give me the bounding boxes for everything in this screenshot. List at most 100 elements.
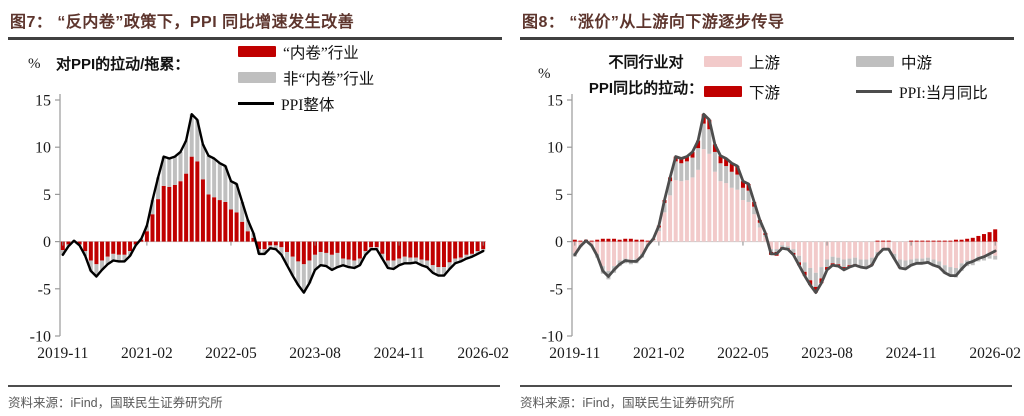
bar-segment: [668, 181, 673, 196]
bar-segment: [841, 241, 846, 260]
bar-segment: [369, 241, 374, 248]
y-tick-label: 15: [35, 93, 51, 110]
bar-segment: [357, 258, 362, 266]
bar-segment: [987, 254, 992, 259]
legend-item: PPI整体: [238, 92, 374, 115]
bar-segment: [903, 260, 908, 269]
bar-segment: [341, 258, 346, 266]
bar-segment: [413, 241, 418, 258]
bar-segment: [847, 258, 852, 266]
bar-segment: [595, 241, 600, 254]
bar-segment: [948, 267, 953, 277]
bar-segment: [475, 241, 480, 252]
bar-segment: [690, 151, 695, 158]
bar-segment: [391, 241, 396, 261]
bar-segment: [696, 140, 701, 149]
legend-item: 下游: [704, 80, 856, 103]
bar-segment: [346, 241, 351, 260]
bar-segment: [251, 237, 256, 242]
bar-segment: [217, 163, 222, 201]
bar-segment: [634, 241, 639, 259]
bar-segment: [374, 241, 379, 248]
bar-segment: [925, 240, 930, 242]
bar-segment: [920, 258, 925, 265]
y-tick-label: 10: [547, 140, 563, 157]
bar-segment: [335, 252, 340, 268]
bar-segment: [942, 241, 947, 266]
bar-segment: [785, 246, 790, 249]
bar-segment: [156, 199, 161, 242]
bar-segment: [612, 238, 617, 242]
bar-segment: [970, 241, 975, 260]
bar-segment: [111, 241, 116, 254]
bar-segment: [335, 241, 340, 253]
bar-segment: [167, 158, 172, 187]
bar-segment: [819, 241, 824, 268]
bar-segment: [679, 158, 684, 164]
bar-segment: [864, 259, 869, 268]
annotation-line: PPI同比的拉动：: [588, 80, 704, 97]
bar-segment: [234, 212, 239, 242]
bar-segment: [262, 249, 267, 254]
bar-segment: [718, 163, 723, 182]
bar-segment: [942, 240, 947, 242]
legend-line-swatch: [238, 102, 274, 105]
bar-segment: [987, 232, 992, 242]
bar-segment: [341, 241, 346, 259]
bar-segment: [279, 241, 284, 248]
bar-segment: [914, 240, 919, 242]
bar-segment: [600, 241, 605, 267]
legend-label: “内卷”行业: [283, 44, 359, 62]
figure8-chart-area: % 不同行业对 PPI同比的拉动： 上游 中游 下游 PPI:当月同比 15 10 5 0 -…: [512, 36, 1024, 382]
bar-segment: [841, 259, 846, 268]
bar-segment: [116, 254, 121, 262]
bar-segment: [712, 151, 717, 172]
bar-segment: [993, 241, 998, 256]
bar-segment: [606, 238, 611, 242]
bar-segment: [150, 214, 155, 242]
bar-segment: [640, 241, 645, 254]
bar-segment: [903, 241, 908, 261]
bar-segment: [329, 254, 334, 270]
bar-segment: [469, 253, 474, 257]
bar-segment: [914, 241, 919, 259]
bar-segment: [825, 241, 830, 260]
bar-segment: [987, 241, 992, 255]
bar-segment: [875, 240, 880, 242]
bar-segment: [133, 241, 138, 245]
bar-segment: [701, 149, 706, 242]
bar-segment: [578, 240, 583, 242]
bar-segment: [791, 241, 796, 250]
x-tick-label: 2021-02: [633, 345, 685, 362]
bar-segment: [228, 209, 233, 242]
bar-segment: [453, 258, 458, 264]
bar-segment: [273, 241, 278, 246]
figure8-title: 图8： “涨价”从上游向下游逐步传导: [520, 6, 1014, 40]
bar-segment: [324, 241, 329, 253]
bar-segment: [290, 256, 295, 276]
bar-segment: [909, 240, 914, 242]
bar-segment: [673, 161, 678, 181]
bar-segment: [724, 166, 729, 184]
bar-segment: [819, 267, 824, 279]
ppi-line: [61, 112, 485, 294]
bar-segment: [206, 194, 211, 242]
bar-segment: [897, 241, 902, 260]
bar-segment: [925, 257, 930, 264]
bar-segment: [464, 241, 469, 255]
bar-segment: [780, 245, 785, 248]
bar-segment: [397, 241, 402, 259]
source-text: 资料来源：iFind，国联民生证券研究所: [520, 396, 735, 410]
x-tick-label: 2026-02: [969, 345, 1021, 362]
bar-segment: [262, 241, 267, 250]
bar-segment: [690, 157, 695, 178]
bar-segment: [572, 239, 577, 242]
legend-label: PPI:当月同比: [899, 84, 988, 102]
bar-segment: [656, 227, 661, 232]
source-text: 资料来源：iFind，国联民生证券研究所: [8, 396, 223, 410]
bar-segment: [453, 241, 458, 259]
bar-segment: [623, 238, 628, 242]
bar-segment: [66, 241, 71, 245]
bar-segment: [612, 241, 617, 267]
